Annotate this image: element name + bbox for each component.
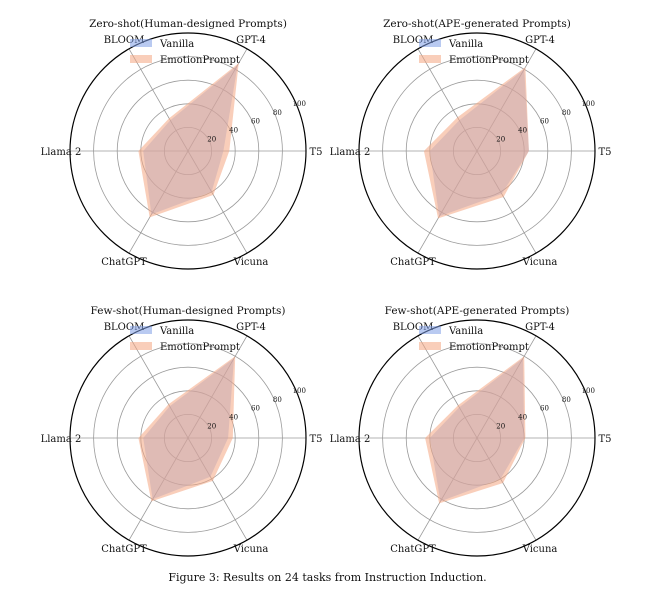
legend-swatch (419, 39, 441, 47)
outer-circle (358, 319, 596, 557)
legend-label: EmotionPrompt (449, 342, 529, 353)
axis-label: Llama 2 (330, 434, 371, 445)
radial-tick-label: 80 (562, 109, 571, 117)
radar-chart-4: Few-shot(APE-generated Prompts) 20 40 60 80 1… (330, 305, 612, 557)
series-area-emotionprompt (138, 356, 236, 502)
radar-chart-2: Zero-shot(APE-generated Prompts) 20 40 60 80… (330, 18, 612, 270)
legend-swatch (130, 55, 152, 63)
chart-title: Few-shot(Human-designed Prompts) (91, 305, 286, 317)
series-area-emotionprompt (425, 356, 526, 504)
legend-label: EmotionPrompt (160, 342, 240, 353)
axis-label: BLOOM (104, 322, 145, 333)
outer-circle (69, 32, 307, 270)
axis-label: GPT-4 (236, 35, 266, 46)
radial-tick-label: 20 (207, 422, 216, 430)
chart-title: Few-shot(APE-generated Prompts) (385, 305, 570, 317)
outer-circle (358, 32, 596, 270)
axis-label: Llama 2 (41, 147, 82, 158)
legend-label: EmotionPrompt (160, 55, 240, 66)
radial-tick-label: 80 (273, 396, 282, 404)
radial-tick-label: 100 (293, 387, 306, 395)
legend-label: Vanilla (448, 326, 483, 337)
axis-label: Vicuna (522, 544, 558, 555)
axis-label: T5 (309, 434, 322, 445)
radial-tick-label: 60 (251, 118, 260, 126)
legend-swatch (130, 39, 152, 47)
radar-chart-3: Few-shot(Human-designed Prompts) 20 40 60 80… (41, 305, 323, 557)
radial-tick-label: 60 (251, 405, 260, 413)
radial-tick-label: 100 (293, 100, 306, 108)
legend-swatch (419, 326, 441, 334)
axis-label: GPT-4 (525, 35, 555, 46)
radial-tick-label: 40 (229, 414, 238, 422)
axis-label: ChatGPT (390, 544, 436, 555)
legend-label: Vanilla (159, 39, 194, 50)
axis-label: Llama 2 (330, 147, 371, 158)
series-area-emotionprompt (138, 63, 239, 218)
radial-tick-label: 40 (518, 414, 527, 422)
chart-title: Zero-shot(APE-generated Prompts) (383, 18, 571, 30)
legend-label: Vanilla (159, 326, 194, 337)
chart-title: Zero-shot(Human-designed Prompts) (89, 18, 287, 30)
axis-label: ChatGPT (101, 257, 147, 268)
axis-label: ChatGPT (390, 257, 436, 268)
radial-tick-label: 20 (496, 422, 505, 430)
figure-caption: Figure 3: Results on 24 tasks from Instr… (168, 571, 487, 584)
legend-swatch (130, 342, 152, 350)
outer-circle (69, 319, 307, 557)
axis-label: BLOOM (393, 35, 434, 46)
axis-label: GPT-4 (236, 322, 266, 333)
radial-tick-label: 80 (273, 109, 282, 117)
axis-label: ChatGPT (101, 544, 147, 555)
axis-label: GPT-4 (525, 322, 555, 333)
axis-label: T5 (598, 434, 611, 445)
radial-tick-label: 100 (582, 100, 595, 108)
legend-swatch (419, 342, 441, 350)
axis-label: Llama 2 (41, 434, 82, 445)
radial-tick-label: 80 (562, 396, 571, 404)
radial-tick-label: 40 (229, 127, 238, 135)
axis-label: Vicuna (233, 544, 269, 555)
radial-tick-label: 20 (496, 135, 505, 143)
radar-chart-1: Zero-shot(Human-designed Prompts) 20 40 60 8… (41, 18, 323, 270)
axis-label: BLOOM (104, 35, 145, 46)
radial-tick-label: 60 (540, 118, 549, 126)
axis-label: BLOOM (393, 322, 434, 333)
radial-tick-label: 20 (207, 135, 216, 143)
legend-label: EmotionPrompt (449, 55, 529, 66)
legend-swatch (419, 55, 441, 63)
radial-tick-label: 40 (518, 127, 527, 135)
axis-label: T5 (598, 147, 611, 158)
figure-radar-charts: Zero-shot(Human-designed Prompts) 20 40 60 8… (41, 18, 612, 557)
axis-label: Vicuna (233, 257, 269, 268)
legend-swatch (130, 326, 152, 334)
legend-label: Vanilla (448, 39, 483, 50)
axis-label: Vicuna (522, 257, 558, 268)
axis-label: T5 (309, 147, 322, 158)
radial-tick-label: 60 (540, 405, 549, 413)
series-area-emotionprompt (423, 67, 529, 219)
radial-tick-label: 100 (582, 387, 595, 395)
